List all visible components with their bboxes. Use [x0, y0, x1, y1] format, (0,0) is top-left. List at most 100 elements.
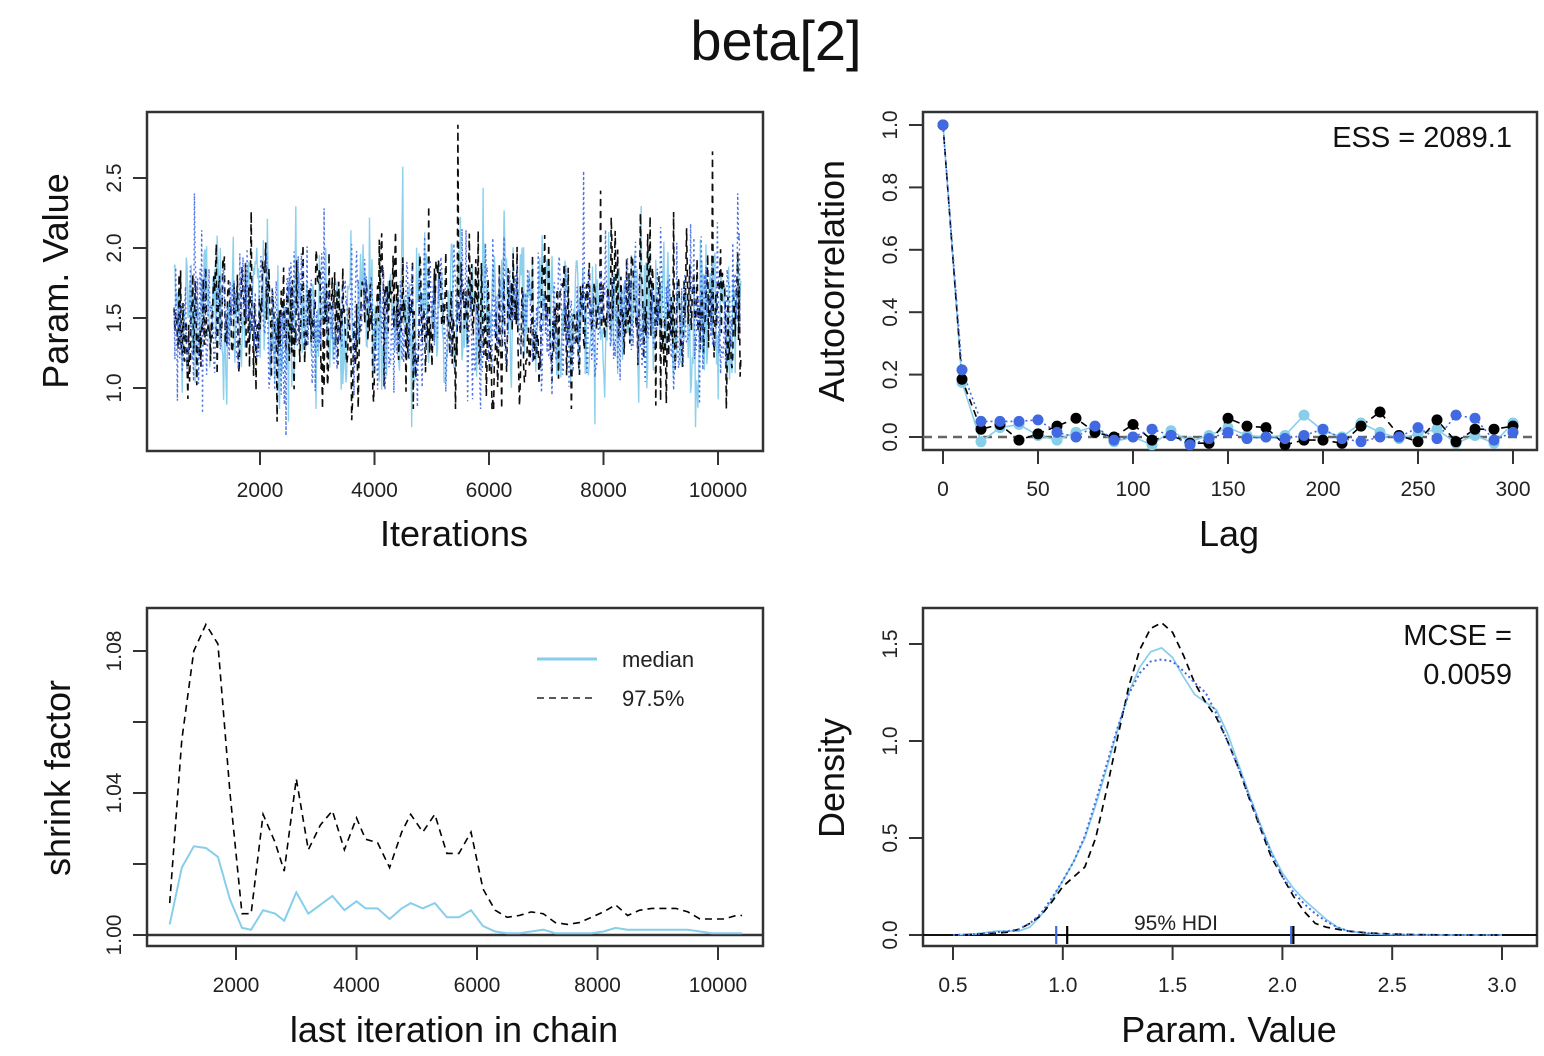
density-y-label: Density — [811, 718, 852, 838]
mcse-annotation-line1: MCSE = — [1403, 620, 1512, 652]
density-x-tick-label: 2.5 — [1378, 974, 1407, 997]
acf-point — [1013, 434, 1025, 446]
shrink-x-tick-label: 6000 — [454, 974, 501, 997]
acf-point — [1070, 431, 1082, 443]
acf-point — [1488, 423, 1500, 435]
acf-point — [1241, 433, 1253, 445]
trace-y-tick-label: 2.0 — [103, 233, 126, 262]
shrink-x-tick-label: 2000 — [213, 974, 260, 997]
acf-point — [1051, 426, 1063, 438]
acf-y-label: Autocorrelation — [811, 160, 852, 402]
acf-point — [1070, 412, 1082, 424]
acf-point — [1393, 431, 1405, 443]
acf-point — [1412, 436, 1424, 448]
acf-x-tick-label: 300 — [1495, 478, 1530, 501]
acf-point — [1355, 436, 1367, 448]
shrink-y-tick-label: 1.00 — [103, 915, 126, 956]
acf-point — [956, 364, 968, 376]
acf-point — [1127, 419, 1139, 431]
acf-x-tick-label: 200 — [1305, 478, 1340, 501]
acf-point — [975, 436, 987, 448]
trace-y-tick-label: 1.5 — [103, 303, 126, 332]
acf-point — [1051, 434, 1063, 446]
trace-plot-panel: 2000 4000 6000 8000 10000 1.0 1.5 2.0 2.5 — [103, 110, 765, 502]
shrink-factor-plot-panel: 2000 4000 6000 8000 10000 1.00 1.04 1.08 — [103, 606, 765, 997]
acf-point — [1108, 434, 1120, 446]
shrink-plot-frame — [145, 606, 765, 948]
acf-x-tick-label: 250 — [1400, 478, 1435, 501]
acf-point — [1279, 433, 1291, 445]
density-x-tick-label: 1.0 — [1048, 974, 1077, 997]
acf-point — [1013, 415, 1025, 427]
density-x-tick-label: 2.0 — [1268, 974, 1297, 997]
density-y-tick-label: 1.0 — [879, 726, 902, 755]
acf-point — [1127, 431, 1139, 443]
acf-point — [1317, 423, 1329, 435]
acf-point — [1374, 431, 1386, 443]
acf-point — [1222, 412, 1234, 424]
acf-line-chain-2 — [942, 124, 1514, 446]
trace-x-label: Iterations — [380, 513, 528, 554]
acf-point — [1032, 414, 1044, 426]
figure-title: beta[2] — [690, 9, 861, 72]
legend-label-median: median — [622, 647, 694, 672]
acf-y-tick-label: 0.4 — [879, 297, 902, 327]
acf-point — [994, 415, 1006, 427]
shrink-y-tick-label: 1.04 — [103, 772, 126, 813]
autocorrelation-plot-panel: 0 50 100 150 200 250 300 0.0 0.2 0.4 0.6 0.8 1.0 — [879, 110, 1539, 501]
acf-y-tick-label: 0.6 — [879, 235, 902, 264]
mcse-annotation-line2: 0.0059 — [1423, 659, 1512, 691]
trace-line-chain-2 — [173, 124, 742, 422]
acf-point — [1298, 409, 1310, 421]
acf-point — [1032, 428, 1044, 440]
trace-x-tick-label: 2000 — [237, 479, 284, 502]
acf-point — [1431, 433, 1443, 445]
shrink-legend: median 97.5% — [537, 647, 694, 711]
acf-point — [956, 373, 968, 385]
acf-point — [1222, 426, 1234, 438]
density-y-tick-label: 1.5 — [879, 629, 902, 658]
acf-y-tick-label: 0.0 — [879, 422, 902, 451]
density-x-tick-label: 1.5 — [1158, 974, 1187, 997]
shrink-line-97-5 — [168, 622, 743, 926]
acf-x-tick-label: 100 — [1115, 478, 1150, 501]
trace-plot-frame — [145, 110, 765, 453]
acf-point — [1355, 420, 1367, 432]
acf-point — [1431, 414, 1443, 426]
acf-point — [1488, 434, 1500, 446]
shrink-line-median — [168, 845, 743, 935]
acf-point — [1469, 423, 1481, 435]
acf-point — [975, 415, 987, 427]
acf-point — [1336, 433, 1348, 445]
acf-point — [1146, 423, 1158, 435]
acf-point — [975, 423, 987, 435]
acf-point — [1507, 426, 1519, 438]
density-line-chain-3 — [952, 658, 1502, 936]
shrink-y-label: shrink factor — [37, 680, 78, 876]
acf-y-tick-label: 0.8 — [879, 173, 902, 202]
shrink-x-label: last iteration in chain — [290, 1009, 618, 1050]
density-line-chain-2 — [952, 621, 1502, 936]
trace-x-tick-label: 8000 — [580, 479, 627, 502]
density-y-tick-label: 0.5 — [879, 823, 902, 852]
legend-label-97-5: 97.5% — [622, 686, 684, 711]
acf-x-tick-label: 50 — [1026, 478, 1049, 501]
shrink-x-tick-label: 8000 — [574, 974, 621, 997]
acf-x-label: Lag — [1199, 513, 1259, 554]
trace-y-tick-label: 2.5 — [103, 163, 126, 192]
acf-point — [1184, 439, 1196, 451]
acf-point — [1450, 436, 1462, 448]
density-plot-frame — [921, 606, 1539, 948]
density-x-label: Param. Value — [1121, 1009, 1336, 1050]
acf-point — [937, 119, 949, 131]
acf-line-chain-3 — [942, 124, 1514, 446]
acf-point — [1317, 434, 1329, 446]
shrink-x-tick-label: 10000 — [689, 974, 747, 997]
trace-line-chain-3 — [173, 170, 742, 436]
acf-point — [1431, 423, 1443, 435]
trace-y-label: Param. Value — [35, 173, 76, 388]
trace-x-tick-label: 10000 — [689, 479, 747, 502]
density-y-tick-label: 0.0 — [879, 920, 902, 949]
acf-point — [1260, 431, 1272, 443]
